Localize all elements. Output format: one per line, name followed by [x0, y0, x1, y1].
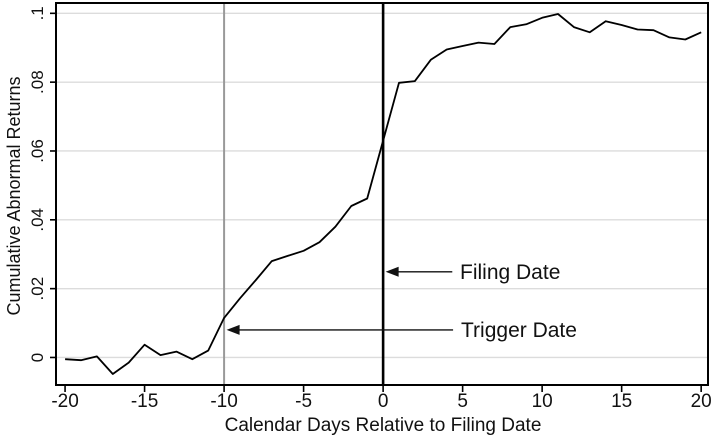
annotation-trigger-date-label: Trigger Date: [461, 319, 577, 342]
y-axis-title: Cumulative Abnormal Returns: [4, 76, 24, 315]
arrow-head: [385, 266, 399, 277]
y-tick-label: .02: [28, 277, 47, 301]
x-tick-label: 0: [378, 391, 389, 412]
x-tick-label: 10: [532, 391, 553, 412]
x-tick-label: -5: [295, 391, 312, 412]
y-tick-label: .06: [28, 139, 47, 163]
y-tick-label: .04: [28, 208, 47, 232]
y-tick-label: 0: [28, 353, 47, 362]
reference-lines-layer: [223, 3, 385, 385]
y-tick-label: .1: [28, 6, 47, 20]
x-tick-label: 5: [457, 391, 468, 412]
frame-layer: [55, 2, 709, 386]
ticks-layer: 0 .02 .04 .06 .08 .1 -20 -15 -10 -5 0 5 10 15 20: [28, 6, 712, 412]
data-line: [65, 13, 702, 375]
x-tick-label: -10: [210, 391, 237, 412]
x-axis-title: Calendar Days Relative to Filing Date: [225, 415, 542, 436]
plot-frame: [55, 2, 709, 386]
x-tick-label: 15: [611, 391, 632, 412]
x-tick-label: -20: [51, 391, 78, 412]
data-series-layer: [65, 13, 702, 375]
y-tick-label: .08: [28, 70, 47, 94]
annotation-arrows-layer: [226, 266, 454, 335]
x-tick-label: 20: [691, 391, 712, 412]
annotation-filing-date-label: Filing Date: [460, 261, 560, 284]
arrow-head: [226, 324, 240, 335]
x-tick-label: -15: [131, 391, 158, 412]
